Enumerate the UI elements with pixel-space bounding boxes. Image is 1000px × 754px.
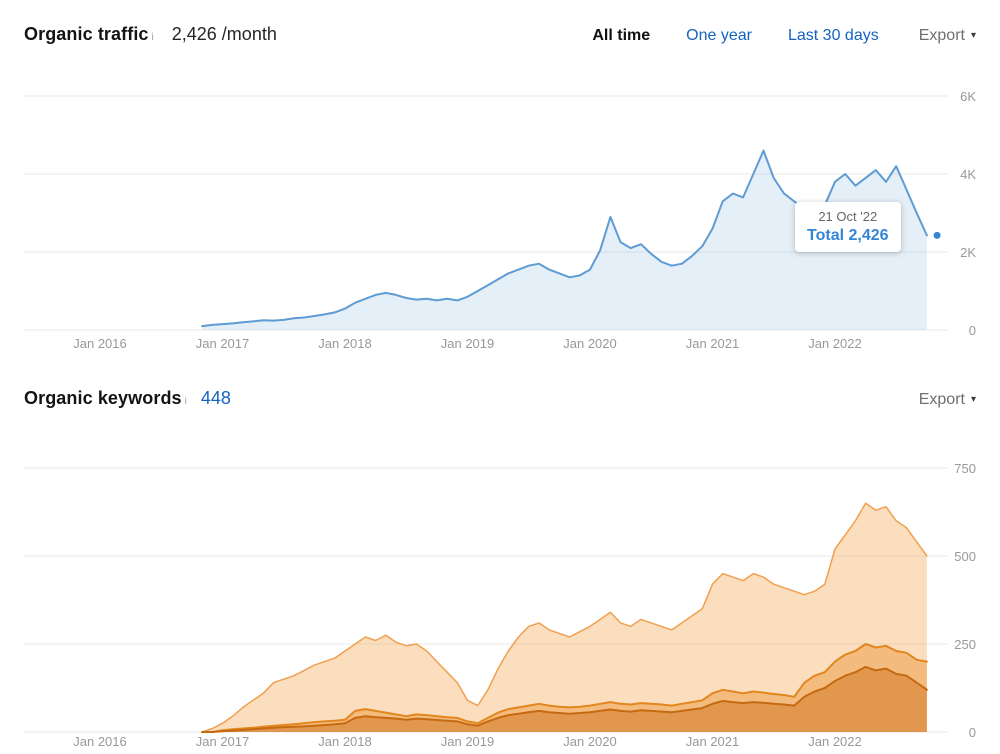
organic-keywords-chart[interactable]: 0 250 500 750 Jan 2016 Jan 2017 Jan 2018 Jan 20…: [0, 430, 1000, 754]
info-icon[interactable]: i: [184, 396, 187, 407]
chevron-down-icon: ▾: [970, 30, 976, 41]
svg-text:Jan 2016: Jan 2016: [73, 734, 127, 749]
time-range-tabs: All time One year Last 30 days: [592, 27, 878, 45]
keywords-count[interactable]: 448: [200, 388, 231, 408]
export-traffic-button[interactable]: Export ▾: [919, 27, 976, 45]
svg-text:6K: 6K: [960, 89, 976, 104]
export-label: Export: [918, 27, 965, 44]
tooltip-total: Total 2,426: [807, 227, 889, 244]
organic-traffic-section: Organic traffic i 2,426 /month All time …: [0, 0, 1000, 356]
organic-keywords-section: Organic keywords i 448 Export ▾ 0 250 500 75…: [0, 356, 1000, 754]
tooltip-date: 21 Oct '22: [818, 209, 878, 224]
svg-text:0: 0: [969, 323, 976, 338]
svg-text:2K: 2K: [960, 245, 976, 260]
svg-text:Jan 2017: Jan 2017: [196, 734, 250, 749]
export-label: Export: [918, 391, 965, 408]
svg-text:Jan 2021: Jan 2021: [686, 734, 740, 749]
organic-traffic-title: Organic traffic: [24, 24, 149, 44]
chart-tooltip: 21 Oct '22 Total 2,426: [795, 202, 901, 252]
svg-text:Jan 2022: Jan 2022: [808, 734, 862, 749]
export-keywords-button[interactable]: Export ▾: [919, 391, 976, 409]
tab-one-year[interactable]: One year: [686, 27, 752, 44]
organic-traffic-header: Organic traffic i 2,426 /month All time …: [0, 0, 1000, 56]
traffic-value: 2,426 /month: [171, 24, 277, 44]
organic-traffic-chart[interactable]: 0 2K 4K 6K Jan 2016 Jan 2017 Jan 2018 Jan 2019 J…: [0, 56, 1000, 356]
svg-text:Jan 2020: Jan 2020: [563, 336, 617, 351]
svg-text:Jan 2019: Jan 2019: [441, 734, 495, 749]
svg-text:Jan 2018: Jan 2018: [318, 336, 372, 351]
svg-text:4K: 4K: [960, 167, 976, 182]
svg-text:Jan 2018: Jan 2018: [318, 734, 372, 749]
svg-text:Jan 2016: Jan 2016: [73, 336, 127, 351]
organic-keywords-title: Organic keywords: [24, 388, 182, 408]
info-icon[interactable]: i: [151, 32, 154, 43]
svg-text:0: 0: [969, 725, 976, 740]
svg-text:Jan 2020: Jan 2020: [563, 734, 617, 749]
svg-text:Jan 2017: Jan 2017: [196, 336, 250, 351]
organic-keywords-header: Organic keywords i 448 Export ▾: [0, 356, 1000, 416]
svg-text:500: 500: [954, 549, 976, 564]
svg-text:Jan 2019: Jan 2019: [441, 336, 495, 351]
tab-last-30-days[interactable]: Last 30 days: [787, 27, 879, 44]
svg-text:Jan 2021: Jan 2021: [686, 336, 740, 351]
svg-text:250: 250: [954, 637, 976, 652]
svg-text:750: 750: [954, 461, 976, 476]
svg-text:Jan 2022: Jan 2022: [808, 336, 862, 351]
tab-all-time[interactable]: All time: [592, 27, 651, 44]
chevron-down-icon: ▾: [970, 394, 976, 405]
